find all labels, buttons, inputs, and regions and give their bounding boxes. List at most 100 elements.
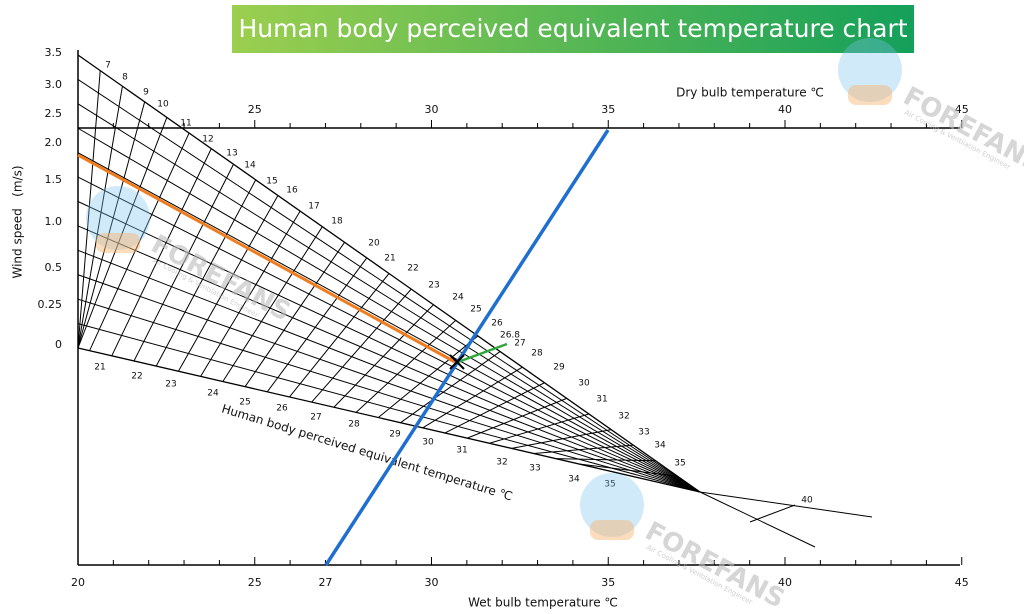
upper-scale-label: 28 — [531, 349, 543, 359]
grid-line — [77, 201, 701, 493]
grid-line — [77, 152, 701, 493]
upper-scale-label: 23 — [428, 281, 439, 291]
grid-line — [177, 195, 279, 372]
grid-line — [89, 132, 190, 351]
wet-bulb-label: Wet bulb temperature ℃ — [468, 596, 618, 610]
perceived-tick-label: 35 — [604, 480, 615, 490]
upper-scale-label: 34 — [654, 441, 666, 451]
grid-line — [444, 382, 545, 434]
upper-scale-label: 32 — [618, 412, 629, 422]
grid-line — [422, 366, 523, 429]
grid-line — [77, 103, 701, 493]
logo-orange — [96, 233, 140, 253]
green-guide — [457, 342, 508, 364]
perceived-tick-label: 32 — [496, 458, 507, 468]
grid-line — [266, 257, 368, 393]
perceived-tick-label: 27 — [310, 413, 321, 423]
perceived-tick-label: 23 — [165, 380, 176, 390]
watermark-brand: FOREFANS — [146, 229, 295, 327]
dry-bulb-tick-label: 25 — [248, 103, 262, 116]
upper-scale-label: 25 — [470, 305, 481, 315]
upper-scale-label: 31 — [596, 395, 607, 405]
grid-line — [489, 413, 590, 444]
grid-line — [77, 274, 701, 493]
upper-scale-label: 16 — [286, 186, 298, 196]
grid-line — [378, 335, 479, 418]
upper-scale-label: 35 — [674, 459, 685, 469]
title: Human body perceived equivalent temperat… — [238, 14, 907, 43]
wet-bulb-tick-label: 25 — [248, 576, 262, 589]
dry-bulb-tick-label: 35 — [601, 103, 615, 116]
grid — [77, 54, 963, 565]
grid-line — [533, 444, 634, 455]
grid-line — [244, 242, 345, 387]
upper-scale-label: 8 — [122, 73, 128, 83]
upper-scale-label: 20 — [368, 239, 380, 249]
logo-orange — [848, 85, 892, 105]
grid-line — [155, 179, 257, 367]
upper-scale-label: 14 — [244, 161, 256, 171]
upper-scale-label: 26.8 — [500, 331, 520, 341]
perceived-end-label: 40 — [801, 496, 813, 506]
wind-tick-label: 3.5 — [45, 46, 63, 59]
upper-scale-label: 12 — [202, 135, 213, 145]
upper-scale-label: 10 — [157, 100, 169, 110]
perceived-tick-label: 33 — [529, 464, 540, 474]
dry-bulb-tick-label: 40 — [778, 103, 792, 116]
wind-tick-label: 2.0 — [45, 136, 63, 149]
upper-scale-label: 29 — [553, 363, 565, 373]
grid-line — [511, 429, 612, 449]
grid-line — [111, 148, 212, 357]
grid-line — [77, 323, 701, 493]
perceived-tick-label: 28 — [348, 420, 360, 430]
wind-tick-label: 3.0 — [45, 78, 63, 91]
grid-line — [77, 176, 701, 493]
grid-line — [222, 226, 323, 382]
grid-line — [77, 86, 123, 349]
perceived-label: Human body perceived equivalent temperat… — [220, 401, 514, 503]
upper-scale-label: 21 — [384, 254, 395, 264]
wind-tick-label: 0.5 — [45, 261, 63, 274]
upper-scale-label: 15 — [266, 177, 277, 187]
upper-scale-label: 17 — [308, 202, 319, 212]
wind-tick-label: 0.25 — [38, 298, 63, 311]
orange-guide — [77, 153, 456, 364]
title-banner — [232, 5, 914, 53]
grid-line — [77, 127, 701, 493]
grid-line — [77, 117, 168, 349]
upper-scale-label: 26 — [491, 319, 503, 329]
grid-line — [333, 304, 434, 408]
dry-bulb-label: Dry bulb temperature ℃ — [676, 86, 824, 100]
wet-bulb-tick-label: 27 — [318, 576, 332, 589]
grid-line — [77, 70, 101, 349]
grid-line — [311, 288, 412, 403]
perceived-tick-label: 24 — [207, 389, 219, 399]
intersection-mark — [449, 354, 465, 370]
wet-bulb-tick-label: 45 — [955, 576, 969, 589]
wind-tick-label: 0 — [55, 338, 62, 351]
grid-line — [77, 249, 701, 493]
dry-bulb-tick-label: 45 — [955, 103, 969, 116]
dry-bulb-tick-label: 30 — [425, 103, 439, 116]
grid-line — [77, 347, 701, 493]
grid-line — [133, 164, 234, 362]
wind-tick-label: 2.5 — [45, 107, 63, 120]
grid-line — [200, 210, 301, 377]
upper-scale-label: 27 — [514, 339, 525, 349]
perceived-tick-label: 34 — [568, 475, 580, 485]
perceived-tick-label: 25 — [239, 398, 250, 408]
grid-line — [400, 351, 501, 424]
upper-scale-label: 22 — [407, 264, 418, 274]
logo-blue — [86, 186, 150, 250]
wet-bulb-tick-label: 35 — [601, 576, 615, 589]
perceived-tick-label: 22 — [131, 372, 142, 382]
grid-line — [556, 458, 656, 462]
wet-bulb-tick-label: 30 — [425, 576, 439, 589]
grid-line — [77, 101, 146, 349]
upper-scale-label: 7 — [105, 61, 111, 71]
upper-scale-label: 30 — [578, 379, 590, 389]
perceived-tick-label: 26 — [276, 404, 288, 414]
logo-blue — [580, 473, 644, 537]
perceived-tick-label: 21 — [94, 363, 105, 373]
